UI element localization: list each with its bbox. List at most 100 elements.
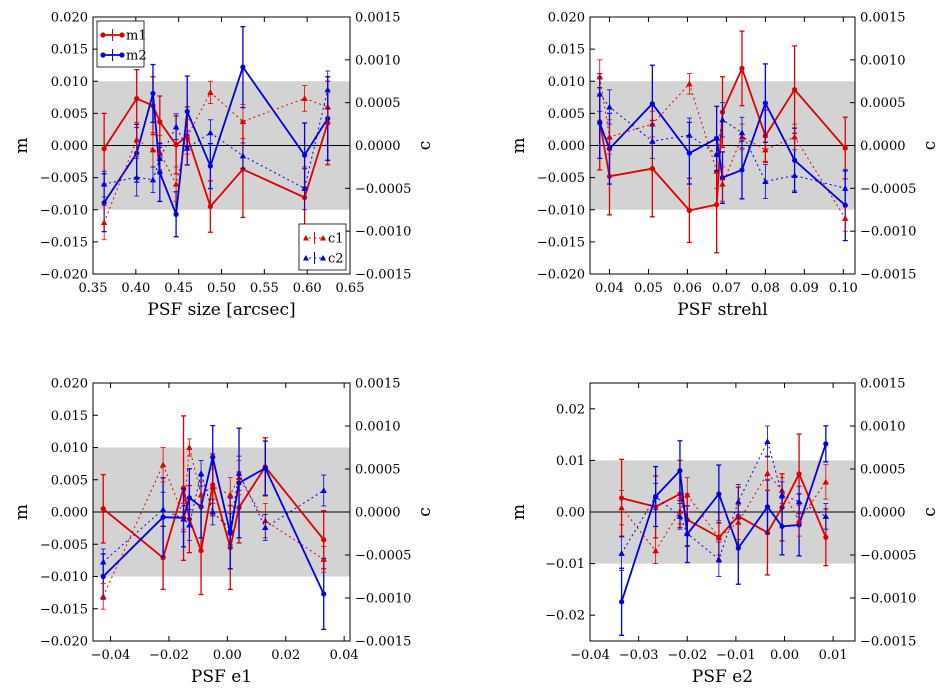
- series-m2-point: [779, 523, 785, 530]
- x-tick-label: 0.00: [770, 648, 799, 663]
- series-m2-point: [184, 108, 190, 115]
- panel-psf-size: 0.35 0.40 0.45 0.50 0.55 0.60 0.65 −0.020 −0.015…: [12, 11, 435, 321]
- series-m1-point: [101, 146, 107, 152]
- panel-psf-strehl: 0.04 0.05 0.06 0.07 0.08 0.09 0.10 −0.020 −0.015…: [509, 11, 940, 321]
- y-tick-label: −0.02: [545, 609, 585, 624]
- x-tick-label: 0.08: [751, 281, 780, 296]
- series-m2-point: [735, 545, 741, 551]
- series-m2-point: [240, 64, 246, 70]
- series-c2-point: [684, 530, 691, 537]
- x-tick-label: 0.50: [207, 281, 236, 296]
- series-m1-line: [102, 465, 325, 560]
- y-axis-label-right: c: [415, 507, 435, 517]
- series-m1-point: [842, 145, 848, 151]
- legend-box: [96, 20, 145, 68]
- y-tick-label: 0.000: [51, 506, 88, 521]
- y-tick-label: −0.010: [537, 203, 585, 218]
- series-c1-point: [197, 491, 205, 498]
- series-c2-point: [791, 172, 798, 179]
- series-m2-line: [103, 65, 329, 215]
- y-axis-label-left: m: [509, 504, 529, 520]
- legend-label-m2: m2: [126, 49, 147, 64]
- x-tick-label: 0.10: [829, 281, 858, 296]
- series-c2-point: [738, 129, 746, 136]
- y-right-tick-label: 0.0015: [355, 377, 401, 392]
- series-c2-point: [149, 176, 157, 183]
- x-tick-label: −0.04: [570, 648, 610, 663]
- series-c2-point: [100, 558, 107, 565]
- series-c2-point: [180, 515, 187, 522]
- plot-series: [100, 415, 327, 631]
- y-tick-label: −0.005: [40, 171, 88, 186]
- y-tick-label: 0.000: [548, 139, 585, 154]
- series-m2-point: [597, 120, 603, 126]
- y-right-tick-label: −0.0010: [860, 592, 916, 607]
- series-m1-point: [714, 202, 720, 208]
- series-c1-point: [301, 95, 308, 101]
- y-tick-label: 0.020: [548, 11, 585, 26]
- y-tick-label: 0.015: [51, 43, 88, 58]
- series-m2-point: [823, 441, 829, 447]
- series-m2-point: [207, 163, 213, 169]
- y-right-tick-label: 0.0005: [355, 96, 401, 111]
- y-tick-label: 0.005: [548, 107, 585, 122]
- y-right-tick-label: 0.0010: [355, 420, 401, 435]
- series-m1-point: [321, 537, 327, 543]
- series-c2-point: [764, 438, 771, 445]
- legend-marker-m1: [119, 32, 125, 38]
- y-right-tick-label: −0.0005: [355, 549, 411, 564]
- y-right-tick-label: 0.0010: [860, 53, 906, 68]
- series-m1-line: [621, 471, 827, 539]
- series-m2-point: [186, 495, 192, 501]
- legend-marker-c1: [303, 235, 309, 241]
- series-c1-point: [320, 556, 327, 562]
- series-m1-point: [157, 119, 163, 125]
- series-c2-point: [172, 123, 180, 130]
- x-tick-label: 0.55: [250, 281, 279, 296]
- y-tick-label: 0.02: [556, 402, 585, 417]
- x-tick-label: 0.04: [595, 281, 624, 296]
- series-c1-point: [100, 593, 107, 599]
- series-m2-point: [677, 468, 683, 474]
- legend-label-m1: m1: [126, 29, 147, 44]
- series-m2-point: [100, 573, 106, 580]
- legend-marker-c2: [303, 255, 309, 261]
- legend-marker-m1: [100, 32, 106, 38]
- series-c1-point: [149, 146, 157, 153]
- y-tick-label: −0.015: [537, 235, 585, 250]
- series-c2-point: [197, 470, 205, 476]
- y-right-tick-label: 0.0015: [355, 11, 401, 26]
- x-tick-label: −0.04: [91, 648, 131, 663]
- series-c1-point: [239, 118, 247, 125]
- y-right-tick-label: −0.0010: [355, 592, 411, 607]
- series-c2-point: [618, 550, 625, 556]
- series-c2-point: [133, 173, 140, 180]
- series-c2-point: [209, 508, 216, 515]
- series-c1-point: [684, 491, 691, 498]
- legend-label-c2: c2: [328, 252, 344, 267]
- y-right-tick-label: −0.0015: [355, 635, 411, 650]
- y-axis-label-right: c: [920, 141, 940, 151]
- series-c2-point: [239, 152, 247, 159]
- series-c1-point: [186, 444, 193, 451]
- y-tick-label: −0.015: [40, 602, 88, 617]
- series-m2-point: [619, 599, 625, 605]
- series-c2-point: [227, 526, 234, 532]
- y-tick-label: 0.005: [51, 473, 88, 488]
- x-tick-label: 0.35: [79, 281, 108, 296]
- y-tick-label: 0.010: [548, 75, 585, 90]
- x-tick-label: 0.60: [293, 281, 322, 296]
- y-right-tick-label: 0.0000: [355, 139, 401, 154]
- y-tick-label: 0.000: [51, 139, 88, 154]
- x-tick-label: 0.04: [330, 648, 359, 663]
- y-right-tick-label: 0.0005: [860, 463, 906, 478]
- legend-box: [298, 223, 347, 271]
- series-m1-point: [207, 203, 213, 210]
- y-axis-label-right: c: [415, 141, 435, 151]
- x-tick-label: 0.40: [121, 281, 150, 296]
- series-m2-point: [716, 491, 722, 497]
- series-c2-point: [735, 498, 742, 505]
- series-c1-point: [822, 478, 830, 485]
- series-c2-point: [159, 506, 167, 512]
